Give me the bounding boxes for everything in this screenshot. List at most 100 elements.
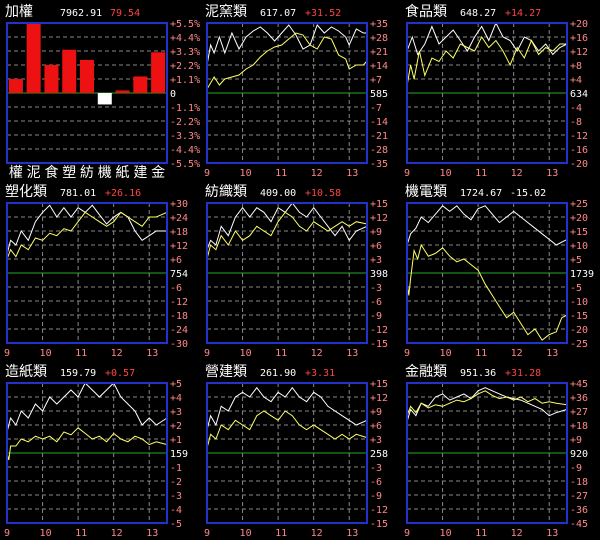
y-tick-label: 0 bbox=[170, 89, 176, 100]
x-tick-label: 9 bbox=[404, 528, 410, 539]
bar-1 bbox=[8, 79, 23, 93]
category-label: 建 bbox=[133, 165, 147, 181]
x-tick-label: 10 bbox=[240, 528, 252, 539]
x-tick-label: 10 bbox=[40, 348, 52, 359]
y-tick-label: 159 bbox=[170, 449, 188, 460]
chart-frame bbox=[6, 22, 168, 164]
y-tick-label: +3 bbox=[370, 255, 382, 266]
x-tick-label: 13 bbox=[146, 348, 158, 359]
y-tick-label: -4.4% bbox=[170, 145, 200, 156]
series-line-ref bbox=[406, 243, 568, 341]
y-tick-label: -27 bbox=[570, 491, 588, 502]
y-tick-label: -1.1% bbox=[170, 103, 200, 114]
series-line-main bbox=[406, 205, 568, 246]
y-tick-label: +6 bbox=[170, 255, 182, 266]
y-tick-label: 754 bbox=[170, 269, 188, 280]
category-label: 食 bbox=[44, 164, 58, 181]
y-tick-label: +4 bbox=[570, 75, 582, 86]
series-line-ref bbox=[206, 32, 368, 90]
chart-panel-2: +35 +28 +21 +14 +7 585 -7 -14 -21 -28 -35 9 10 11 12 13… bbox=[204, 3, 388, 179]
chart-frame bbox=[206, 22, 368, 164]
chart-panel-5: +15 +12 +9 +6 +3 398 -3 -6 -9 -12 -15 9 10 11 12 13 紡織類 4… bbox=[204, 184, 388, 359]
y-tick-label: +5 bbox=[170, 379, 182, 390]
y-tick-label: +5 bbox=[570, 255, 582, 266]
index-value: 409.00 bbox=[260, 188, 296, 199]
y-tick-label: -4 bbox=[570, 103, 582, 114]
y-tick-label: -4 bbox=[170, 505, 182, 516]
chart-panel-9: +45 +36 +27 +18 +9 920 -9 -18 -27 -36 -45 9 10 11 12 13… bbox=[404, 364, 588, 539]
series-line-main bbox=[206, 24, 367, 66]
x-tick-label: 13 bbox=[546, 168, 558, 179]
chart-title: 食品類 bbox=[405, 3, 447, 20]
bar-6 bbox=[97, 93, 112, 105]
y-tick-label: +14 bbox=[370, 61, 388, 72]
y-tick-label: -16 bbox=[570, 145, 588, 156]
y-tick-label: +3 bbox=[170, 407, 182, 418]
index-change: +10.58 bbox=[305, 188, 341, 199]
category-label: 權 bbox=[9, 165, 23, 181]
y-tick-label: +12 bbox=[370, 213, 388, 224]
x-tick-label: 9 bbox=[404, 348, 410, 359]
y-tick-label: -24 bbox=[170, 325, 188, 336]
y-tick-label: -5 bbox=[170, 519, 182, 530]
y-tick-label: 920 bbox=[570, 449, 588, 460]
series-line-main bbox=[406, 21, 568, 56]
x-tick-label: 12 bbox=[311, 168, 323, 179]
x-tick-label: 11 bbox=[475, 348, 487, 359]
y-tick-label: -28 bbox=[370, 145, 388, 156]
chart-frame bbox=[406, 382, 568, 524]
y-tick-label: +2 bbox=[170, 421, 182, 432]
bar-3 bbox=[44, 65, 59, 93]
x-tick-label: 11 bbox=[75, 528, 87, 539]
x-tick-label: 12 bbox=[311, 348, 323, 359]
index-value: 159.79 bbox=[60, 368, 96, 379]
y-tick-label: +8 bbox=[570, 61, 582, 72]
x-tick-label: 9 bbox=[204, 168, 210, 179]
x-tick-label: 11 bbox=[275, 348, 287, 359]
y-tick-label: -18 bbox=[570, 477, 588, 488]
chart-title: 機電類 bbox=[405, 184, 447, 200]
y-tick-label: -20 bbox=[570, 325, 588, 336]
y-tick-label: +36 bbox=[570, 393, 588, 404]
index-change: -15.02 bbox=[510, 188, 546, 199]
y-tick-label: -10 bbox=[570, 297, 588, 308]
category-label: 泥 bbox=[27, 165, 41, 181]
y-tick-label: +9 bbox=[570, 435, 582, 446]
x-tick-label: 12 bbox=[511, 168, 523, 179]
y-tick-label: -3.3% bbox=[170, 131, 200, 142]
y-tick-label: 258 bbox=[370, 449, 388, 460]
series-line-ref bbox=[6, 427, 168, 461]
chart-title: 泥窯類 bbox=[205, 3, 247, 20]
index-value: 617.07 bbox=[260, 8, 296, 19]
y-tick-label: +3 bbox=[370, 435, 382, 446]
y-tick-label: -25 bbox=[570, 339, 588, 350]
y-tick-label: -15 bbox=[370, 339, 388, 350]
chart-title: 塑化類 bbox=[5, 184, 47, 200]
y-tick-label: -5.5% bbox=[170, 159, 200, 170]
y-tick-label: +10 bbox=[570, 241, 588, 252]
chart-panel-3: +20 +16 +12 +8 +4 634 -4 -8 -12 -16 -20 9 10 11 12 13 食品… bbox=[404, 3, 588, 179]
series-line-ref bbox=[406, 36, 567, 87]
index-change: 79.54 bbox=[110, 8, 140, 19]
category-label: 機 bbox=[98, 165, 112, 181]
y-tick-label: +12 bbox=[370, 393, 388, 404]
chart-frame bbox=[206, 382, 368, 524]
y-tick-label: -8 bbox=[570, 117, 582, 128]
y-tick-label: -12 bbox=[370, 325, 388, 336]
x-tick-label: 9 bbox=[204, 348, 210, 359]
index-value: 7962.91 bbox=[60, 8, 102, 19]
y-tick-label: 398 bbox=[370, 269, 388, 280]
y-tick-label: -9 bbox=[370, 311, 382, 322]
x-tick-label: 9 bbox=[404, 168, 410, 179]
index-change: +31.52 bbox=[305, 8, 341, 19]
y-tick-label: -9 bbox=[570, 463, 582, 474]
y-tick-label: +18 bbox=[570, 421, 588, 432]
x-tick-label: 10 bbox=[240, 348, 252, 359]
series-line-ref bbox=[206, 211, 368, 260]
chart-panel-8: +15 +12 +9 +6 +3 258 -3 -6 -9 -12 -15 9 10 11 12 13 營建類 2… bbox=[204, 364, 388, 539]
x-tick-label: 13 bbox=[146, 528, 158, 539]
y-tick-label: +9 bbox=[370, 407, 382, 418]
y-tick-label: +16 bbox=[570, 33, 588, 44]
y-tick-label: -30 bbox=[170, 339, 188, 350]
y-tick-label: -1 bbox=[170, 463, 182, 474]
